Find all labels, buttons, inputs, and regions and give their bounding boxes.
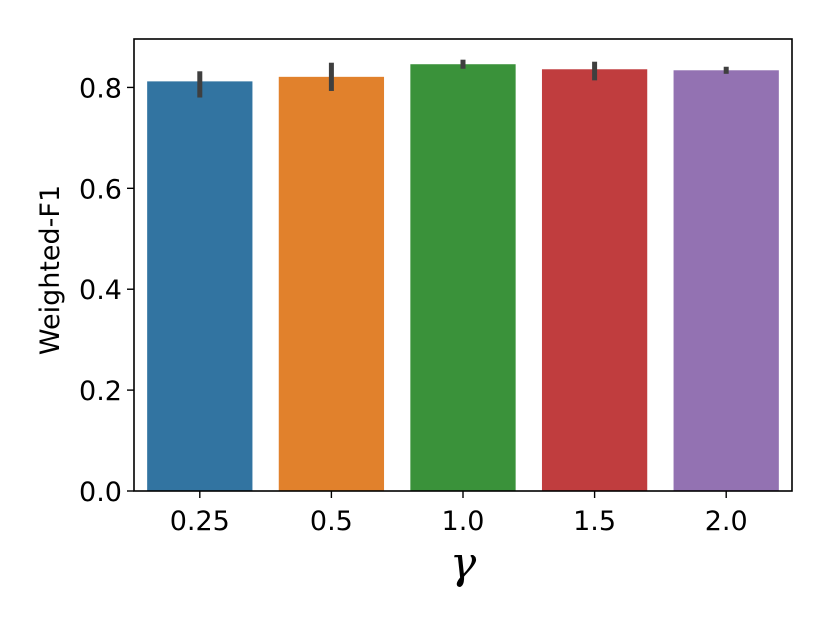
y-tick-label: 0.0: [79, 477, 122, 508]
x-tick-label: 0.25: [170, 506, 230, 537]
y-tick-label: 0.8: [79, 73, 122, 104]
x-tick-label: 2.0: [705, 506, 748, 537]
x-tick-label: 0.5: [310, 506, 353, 537]
error-bars-layer: [197, 59, 729, 98]
bar-0.25: [147, 81, 253, 491]
y-tick-label: 0.4: [79, 275, 122, 306]
y-tick-label: 0.2: [79, 376, 122, 407]
x-tick-label: 1.5: [573, 506, 616, 537]
x-tick-label: 1.0: [442, 506, 485, 537]
x-axis-ticks: 0.25 0.5 1.0 1.5 2.0: [170, 491, 748, 537]
bar-0.5: [278, 76, 385, 491]
y-axis-ticks: 0.0 0.2 0.4 0.6 0.8: [79, 73, 134, 508]
bar-1.0: [410, 64, 516, 492]
y-tick-label: 0.6: [79, 174, 122, 205]
bar-2.0: [673, 70, 779, 491]
y-axis-label: Weighted-F1: [35, 185, 66, 355]
bars-layer: [147, 64, 779, 492]
x-axis-label: γ: [450, 538, 477, 589]
bar-1.5: [541, 69, 648, 492]
